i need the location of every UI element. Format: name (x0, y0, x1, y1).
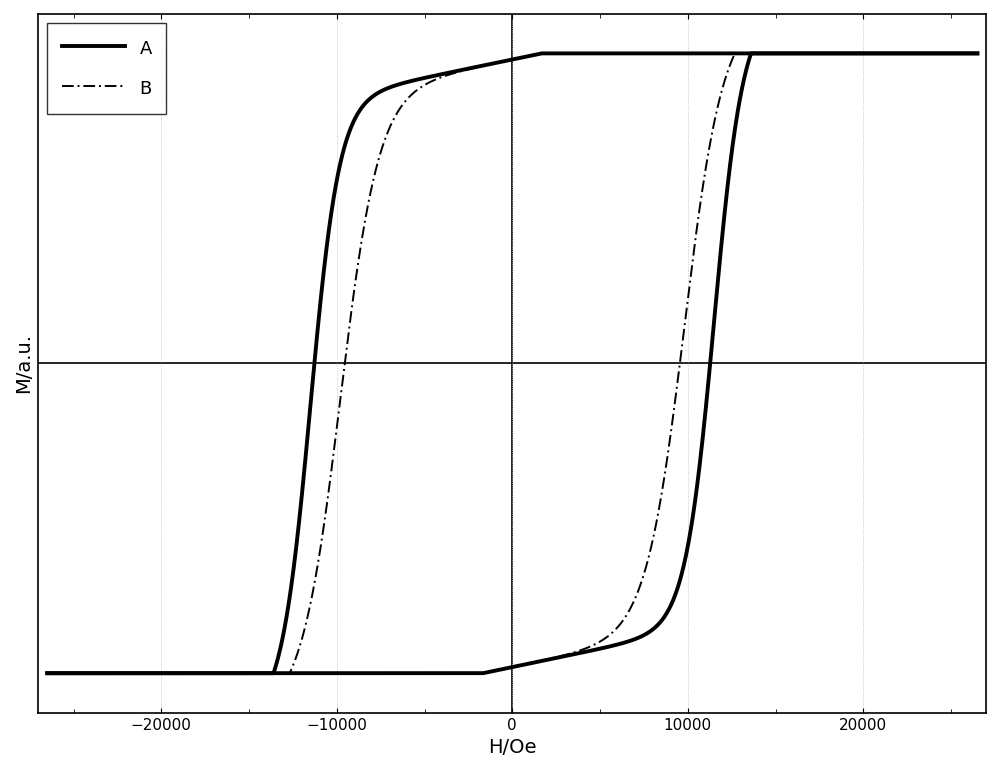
Legend: A, B: A, B (47, 23, 166, 114)
X-axis label: H/Oe: H/Oe (488, 738, 537, 757)
Y-axis label: M/a.u.: M/a.u. (14, 333, 33, 393)
